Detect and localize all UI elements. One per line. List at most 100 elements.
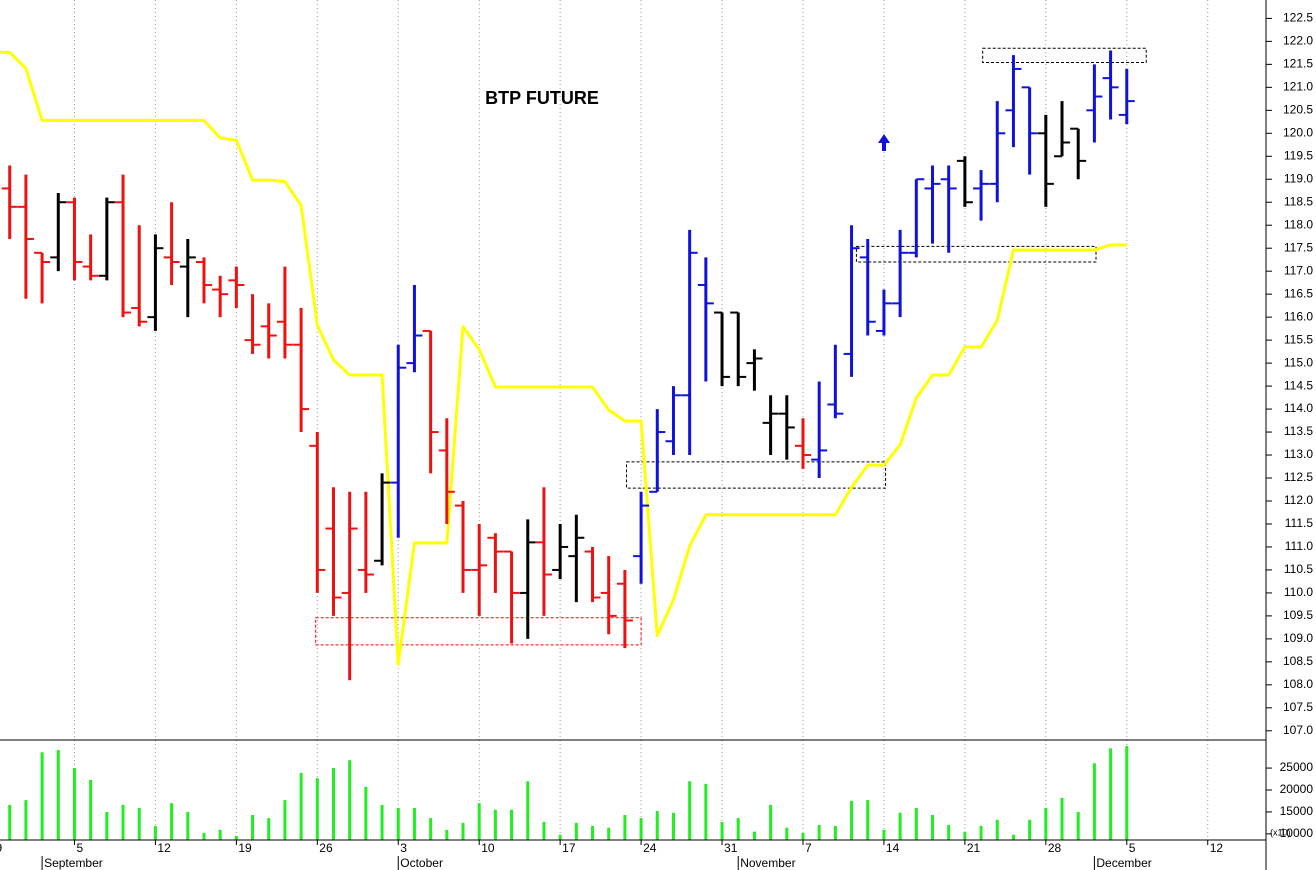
y-tick-label: 111.5 bbox=[1285, 516, 1314, 530]
volume-bar bbox=[558, 834, 562, 840]
volume-bar bbox=[445, 829, 449, 840]
volume-bar bbox=[56, 750, 60, 840]
volume-bar bbox=[40, 752, 44, 840]
y-tick-label: 120.0 bbox=[1283, 125, 1313, 139]
volume-bar bbox=[979, 825, 983, 840]
volume-y-tick-label: 25000 bbox=[1280, 760, 1314, 774]
volume-bar bbox=[623, 815, 627, 840]
month-label: December bbox=[1096, 856, 1151, 870]
volume-bar bbox=[186, 811, 190, 840]
volume-bar bbox=[720, 822, 724, 840]
volume-bar bbox=[736, 818, 740, 840]
volume-bar bbox=[785, 827, 789, 840]
volume-bar bbox=[655, 811, 659, 840]
y-tick-label: 112.5 bbox=[1284, 470, 1313, 484]
volume-bar bbox=[542, 822, 546, 840]
volume-bar bbox=[866, 800, 870, 840]
price-zone bbox=[626, 461, 887, 489]
volume-bar bbox=[526, 781, 530, 840]
volume-bar bbox=[510, 809, 514, 840]
volume-bar bbox=[1109, 748, 1113, 840]
x-tick-label: 14 bbox=[886, 841, 900, 855]
volume-bar bbox=[234, 836, 238, 840]
x-tick-label: 17 bbox=[562, 841, 576, 855]
volume-bar bbox=[752, 831, 756, 840]
price-zone bbox=[982, 47, 1147, 64]
volume-bar bbox=[477, 803, 481, 840]
volume-bar bbox=[412, 807, 416, 840]
volume-bar bbox=[380, 804, 384, 840]
x-tick-label: 24 bbox=[643, 841, 657, 855]
volume-bar bbox=[801, 832, 805, 840]
volume-bar bbox=[1044, 807, 1048, 840]
volume-unit: (x10) bbox=[1270, 827, 1291, 837]
volume-bar bbox=[639, 818, 643, 840]
volume-bar bbox=[267, 818, 271, 840]
volume-y-tick-label: 20000 bbox=[1280, 782, 1314, 796]
volume-panel bbox=[8, 746, 1129, 840]
y-tick-label: 115.5 bbox=[1284, 332, 1313, 346]
x-tick-label: 12 bbox=[1210, 841, 1224, 855]
chart-title: BTP FUTURE bbox=[485, 88, 599, 108]
y-tick-label: 111.0 bbox=[1285, 539, 1314, 553]
x-tick-label: 21 bbox=[967, 841, 981, 855]
y-tick-label: 108.0 bbox=[1283, 677, 1313, 691]
volume-bar bbox=[882, 829, 886, 840]
y-tick-label: 122.0 bbox=[1283, 34, 1313, 48]
volume-bar bbox=[769, 804, 773, 840]
y-tick-label: 116.5 bbox=[1284, 286, 1313, 300]
y-tick-label: 112.0 bbox=[1284, 493, 1313, 507]
volume-bar bbox=[315, 778, 319, 840]
x-tick-label: 28 bbox=[1048, 841, 1062, 855]
x-tick-label: 3 bbox=[400, 841, 407, 855]
volume-bar bbox=[170, 803, 174, 840]
month-label: November bbox=[740, 856, 795, 870]
y-tick-label: 114.5 bbox=[1284, 378, 1313, 392]
price-zone bbox=[315, 617, 642, 646]
x-tick-label: 26 bbox=[319, 841, 333, 855]
volume-bar bbox=[591, 825, 595, 840]
y-tick-label: 113.0 bbox=[1284, 447, 1313, 461]
volume-bar bbox=[914, 807, 918, 840]
x-tick-label: 31 bbox=[724, 841, 738, 855]
volume-bar bbox=[202, 832, 206, 840]
volume-bar bbox=[1076, 811, 1080, 840]
x-tick-label: 5 bbox=[1129, 841, 1136, 855]
volume-bar bbox=[995, 819, 999, 840]
volume-bar bbox=[105, 811, 109, 840]
volume-bar bbox=[1092, 763, 1096, 840]
volume-bar bbox=[817, 825, 821, 840]
y-tick-label: 121.0 bbox=[1283, 80, 1313, 94]
y-tick-label: 117.0 bbox=[1284, 263, 1313, 277]
volume-bar bbox=[283, 800, 287, 840]
y-tick-label: 121.5 bbox=[1283, 57, 1313, 71]
y-tick-label: 115.0 bbox=[1284, 355, 1313, 369]
y-tick-label: 107.5 bbox=[1283, 700, 1313, 714]
volume-bar bbox=[704, 783, 708, 840]
y-tick-label: 109.0 bbox=[1283, 631, 1313, 645]
y-tick-label: 107.0 bbox=[1283, 723, 1313, 737]
volume-bar bbox=[121, 804, 125, 840]
volume-bar bbox=[24, 800, 28, 840]
volume-bar bbox=[429, 818, 433, 840]
y-tick-label: 109.5 bbox=[1283, 608, 1313, 622]
volume-bar bbox=[331, 768, 335, 840]
y-tick-label: 108.5 bbox=[1283, 654, 1313, 668]
x-tick-label: 5 bbox=[76, 841, 83, 855]
x-tick-label: 7 bbox=[805, 841, 812, 855]
volume-bar bbox=[218, 829, 222, 840]
volume-y-tick-label: 15000 bbox=[1280, 804, 1314, 818]
volume-bar bbox=[671, 812, 675, 840]
stop-line bbox=[0, 50, 1127, 666]
volume-bar bbox=[72, 768, 76, 840]
volume-bar bbox=[833, 825, 837, 840]
x-tick-label: 10 bbox=[481, 841, 495, 855]
volume-bar bbox=[461, 822, 465, 840]
volume-y-tick-label: 10000 bbox=[1280, 826, 1314, 840]
volume-bar bbox=[947, 825, 951, 840]
y-tick-label: 120.5 bbox=[1283, 102, 1313, 116]
x-tick-label: 19 bbox=[238, 841, 252, 855]
volume-bar bbox=[348, 760, 352, 840]
y-tick-label: 116.0 bbox=[1284, 309, 1313, 323]
